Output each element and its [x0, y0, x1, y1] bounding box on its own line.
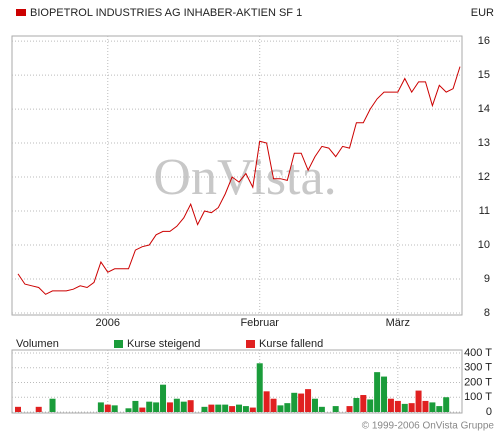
- volume-bar: [111, 405, 118, 412]
- volume-bar: [332, 406, 339, 412]
- volume-bar: [367, 399, 374, 412]
- y-tick-label: 200 T: [464, 376, 492, 388]
- legend-label: Kurse fallend: [259, 338, 323, 350]
- volume-bar: [277, 405, 284, 412]
- volume-bar: [305, 389, 312, 412]
- volume-bar: [353, 397, 360, 412]
- volume-bar: [139, 407, 146, 412]
- volume-bar: [160, 384, 167, 412]
- y-tick-label: 10: [478, 239, 490, 251]
- volume-bar: [249, 407, 256, 412]
- volume-title: Volumen: [16, 338, 59, 350]
- volume-bar: [346, 406, 353, 412]
- y-tick-label: 14: [478, 103, 490, 115]
- y-tick-label: 9: [484, 273, 490, 285]
- x-tick-label: Februar: [240, 317, 279, 329]
- volume-bar: [236, 404, 242, 412]
- volume-bar: [166, 402, 173, 412]
- volume-bar: [263, 391, 270, 412]
- volume-bar: [187, 400, 194, 412]
- volume-bar: [153, 402, 160, 412]
- volume-bar: [201, 406, 208, 412]
- y-tick-label: 8: [484, 307, 490, 319]
- price-panel: [11, 35, 463, 316]
- y-tick-label: 16: [478, 35, 490, 47]
- volume-bar: [394, 400, 401, 412]
- y-tick-label: 300 T: [464, 362, 492, 374]
- volume-bar: [429, 402, 436, 412]
- volume-bar: [311, 398, 318, 412]
- volume-bar: [132, 400, 139, 412]
- volume-bar: [49, 398, 56, 412]
- footer: © 1999-2006 OnVista Gruppe: [362, 421, 495, 432]
- volume-bar: [208, 404, 215, 412]
- currency: EUR: [471, 7, 494, 19]
- y-tick-label: 100 T: [464, 391, 492, 403]
- volume-bar: [381, 376, 388, 412]
- y-tick-label: 13: [478, 137, 490, 149]
- y-tick-label: 400 T: [464, 347, 492, 359]
- volume-bar: [222, 404, 229, 412]
- volume-bar: [256, 363, 263, 412]
- volume-bar: [35, 406, 42, 412]
- volume-bar: [15, 406, 21, 412]
- volume-bar: [242, 406, 249, 412]
- volume-bar: [180, 401, 187, 412]
- volume-bar: [125, 408, 132, 412]
- legend-swatch: [16, 9, 26, 16]
- volume-bar: [173, 398, 180, 412]
- volume-bar: [408, 403, 415, 412]
- volume-bar: [360, 395, 367, 412]
- volume-bar: [443, 397, 450, 412]
- volume-panel: [11, 349, 463, 414]
- volume-bar: [146, 401, 153, 412]
- volume-bar: [374, 372, 381, 412]
- x-tick-label: 2006: [96, 317, 120, 329]
- legend-swatch: [114, 340, 123, 348]
- y-tick-label: 12: [478, 171, 490, 183]
- y-tick-label: 11: [479, 205, 490, 217]
- volume-bar: [229, 406, 236, 412]
- volume-bar: [422, 400, 429, 412]
- legend-swatch: [246, 340, 255, 348]
- volume-bar: [401, 403, 408, 412]
- volume-bar: [215, 404, 222, 412]
- x-tick-label: März: [386, 317, 410, 329]
- volume-bar: [298, 393, 305, 412]
- volume-bar: [415, 390, 422, 412]
- price-line: [17, 66, 461, 295]
- chart-title: BIOPETROL INDUSTRIES AG INHABER-AKTIEN S…: [30, 7, 302, 19]
- volume-bar: [104, 404, 111, 412]
- volume-bar: [97, 402, 104, 412]
- volume-bar: [291, 392, 298, 412]
- legend-label: Kurse steigend: [127, 338, 200, 350]
- y-tick-label: 15: [478, 69, 490, 81]
- y-tick-label: 0: [486, 406, 492, 418]
- volume-bar: [270, 398, 277, 412]
- volume-bar: [284, 403, 291, 412]
- volume-bar: [436, 406, 443, 412]
- volume-bar: [387, 398, 394, 412]
- volume-bar: [318, 406, 325, 412]
